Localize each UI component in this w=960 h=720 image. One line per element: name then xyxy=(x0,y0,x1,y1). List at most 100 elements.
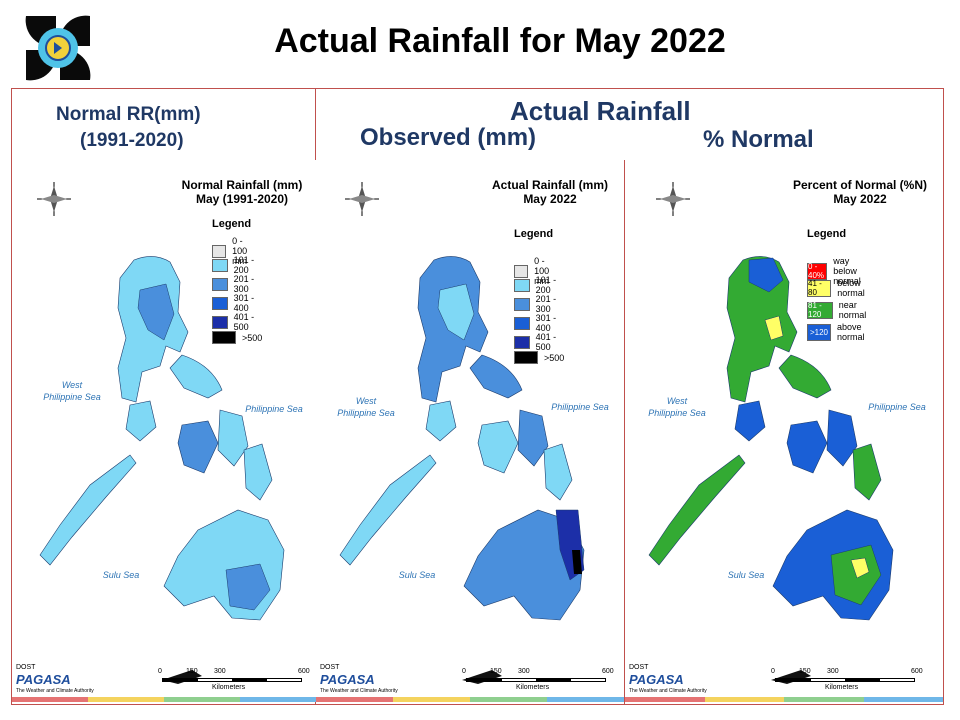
legend-item: 41 - 80 below normal xyxy=(807,278,875,298)
sea-label-west-line2: Philippine Sea xyxy=(337,408,395,418)
header-normal-line1: Normal RR(mm) xyxy=(56,104,201,125)
philippines-map-actual xyxy=(339,182,585,684)
compass-icon xyxy=(656,182,690,216)
pagasa-branding: PAGASA xyxy=(629,672,684,687)
pagasa-branding: PAGASA xyxy=(320,672,375,687)
legend-swatch: 0 - 40% xyxy=(807,262,828,280)
legend-item: 401 - 500 xyxy=(514,332,559,352)
footer-stripe xyxy=(863,697,943,702)
legend-label: 201 - 300 xyxy=(233,274,255,294)
compass-icon xyxy=(345,182,379,216)
legend-item: 301 - 400 xyxy=(212,293,257,313)
scale-tick-label: 600 xyxy=(298,668,310,675)
legend-item: 0 - 40% way below normal xyxy=(807,256,875,286)
legend-label: near normal xyxy=(838,300,867,320)
legend-label: above normal xyxy=(837,322,865,342)
scale-tick-label: 150 xyxy=(490,668,502,675)
legend-swatch xyxy=(212,277,228,291)
legend-label: 101 - 200 xyxy=(535,275,557,295)
legend-item: 0 - 100 mm xyxy=(212,236,257,266)
footer-stripe xyxy=(316,697,393,702)
sea-label-sulu: Sulu Sea xyxy=(102,570,140,580)
pagasa-sub: DOST xyxy=(629,664,649,671)
sea-label-west-line2: Philippine Sea xyxy=(648,408,706,418)
footer-stripe xyxy=(547,697,624,702)
pagasa-tagline: The Weather and Climate Authority xyxy=(16,688,94,694)
legend-swatch: 81 - 120 xyxy=(807,301,833,319)
page-title: Actual Rainfall for May 2022 xyxy=(274,22,726,60)
pagasa-tagline: The Weather and Climate Authority xyxy=(629,688,707,694)
philippines-map-normal xyxy=(37,182,285,684)
legend-label: below normal xyxy=(837,278,865,298)
scale-bar xyxy=(775,678,915,682)
sea-label-sulu: Sulu Sea xyxy=(727,570,765,580)
footer-stripe xyxy=(88,697,164,702)
scale-tick-label: 150 xyxy=(186,668,198,675)
legend-swatch xyxy=(212,258,228,272)
map-title-line2: May 2022 xyxy=(523,192,577,206)
map-title-line1: Percent of Normal (%N) xyxy=(792,178,928,192)
sea-label-sulu: Sulu Sea xyxy=(398,570,436,580)
map-title-line1: Normal Rainfall (mm) xyxy=(181,178,303,192)
footer-stripe xyxy=(704,697,784,702)
legend-swatch xyxy=(514,316,530,330)
scale-tick-label: 150 xyxy=(799,668,811,675)
legend-item: 301 - 400 xyxy=(514,313,559,333)
header-percent-normal: % Normal xyxy=(703,126,814,153)
legend-label: >500 xyxy=(242,332,263,343)
legend-title: Legend xyxy=(514,228,554,240)
pagasa-branding: PAGASA xyxy=(16,672,71,687)
pagasa-sub: DOST xyxy=(16,664,36,671)
map-panel-actual: Actual Rainfall (mm) May 2022 Legend 0 -… xyxy=(316,160,624,700)
legend-item: >500 xyxy=(212,331,262,344)
footer-stripe xyxy=(470,697,547,702)
header-observed: Observed (mm) xyxy=(360,124,537,151)
legend-item: >500 xyxy=(514,351,564,364)
legend-item: 201 - 300 xyxy=(514,294,559,314)
legend-item: 0 - 100 mm xyxy=(514,256,559,286)
legend-swatch xyxy=(212,296,228,310)
map-title-actual: Actual Rainfall (mm) May 2022 xyxy=(480,178,620,206)
legend-item: 201 - 300 xyxy=(212,274,257,294)
legend-label: way below normal xyxy=(833,256,861,286)
scale-tick-label: 300 xyxy=(827,668,839,675)
scale-tick-label: 300 xyxy=(518,668,530,675)
footer-stripe xyxy=(12,697,88,702)
legend-swatch xyxy=(514,264,529,278)
header-normal-line2: (1991-2020) xyxy=(80,130,184,151)
legend-item: 401 - 500 xyxy=(212,312,257,332)
sea-label-west-line1: West xyxy=(666,396,688,406)
pagasa-tagline: The Weather and Climate Authority xyxy=(320,688,398,694)
sea-label-west-line1: West xyxy=(355,396,377,406)
map-title-line1: Actual Rainfall (mm) xyxy=(491,178,608,192)
legend-label: 301 - 400 xyxy=(233,293,255,313)
legend-swatch xyxy=(514,278,530,292)
legend-swatch xyxy=(514,351,538,364)
scale-tick-label: 0 xyxy=(158,668,162,675)
scale-tick-label: 300 xyxy=(214,668,226,675)
map-title-line2: May (1991-2020) xyxy=(195,192,289,206)
legend-item: 101 - 200 xyxy=(514,275,559,295)
legend-title: Legend xyxy=(212,218,252,230)
scale-tick-label: 0 xyxy=(462,668,466,675)
sea-label-east: Philippine Sea xyxy=(245,404,303,414)
map-panel-percent: Percent of Normal (%N) May 2022 Legend 0… xyxy=(625,160,943,700)
compass-icon xyxy=(37,182,71,216)
philippines-map-percent xyxy=(648,182,894,684)
scale-unit-label: Kilometers xyxy=(516,684,550,691)
scale-tick-label: 600 xyxy=(911,668,923,675)
scale-bar xyxy=(162,678,302,682)
scale-unit-label: Kilometers xyxy=(212,684,246,691)
map-panel-normal: Normal Rainfall (mm) May (1991-2020) Leg… xyxy=(12,160,320,700)
footer-stripe xyxy=(164,697,240,702)
footer-stripe xyxy=(625,697,705,702)
scale-bar xyxy=(466,678,606,682)
legend-item: 101 - 200 xyxy=(212,255,257,275)
legend-label: 101 - 200 xyxy=(233,255,255,275)
legend-label: 401 - 500 xyxy=(233,312,255,332)
footer-stripe xyxy=(393,697,470,702)
legend-label: 401 - 500 xyxy=(535,332,557,352)
legend-label: 0 - 100 mm xyxy=(232,236,248,266)
scale-tick-label: 0 xyxy=(771,668,775,675)
footer-stripe xyxy=(784,697,864,702)
